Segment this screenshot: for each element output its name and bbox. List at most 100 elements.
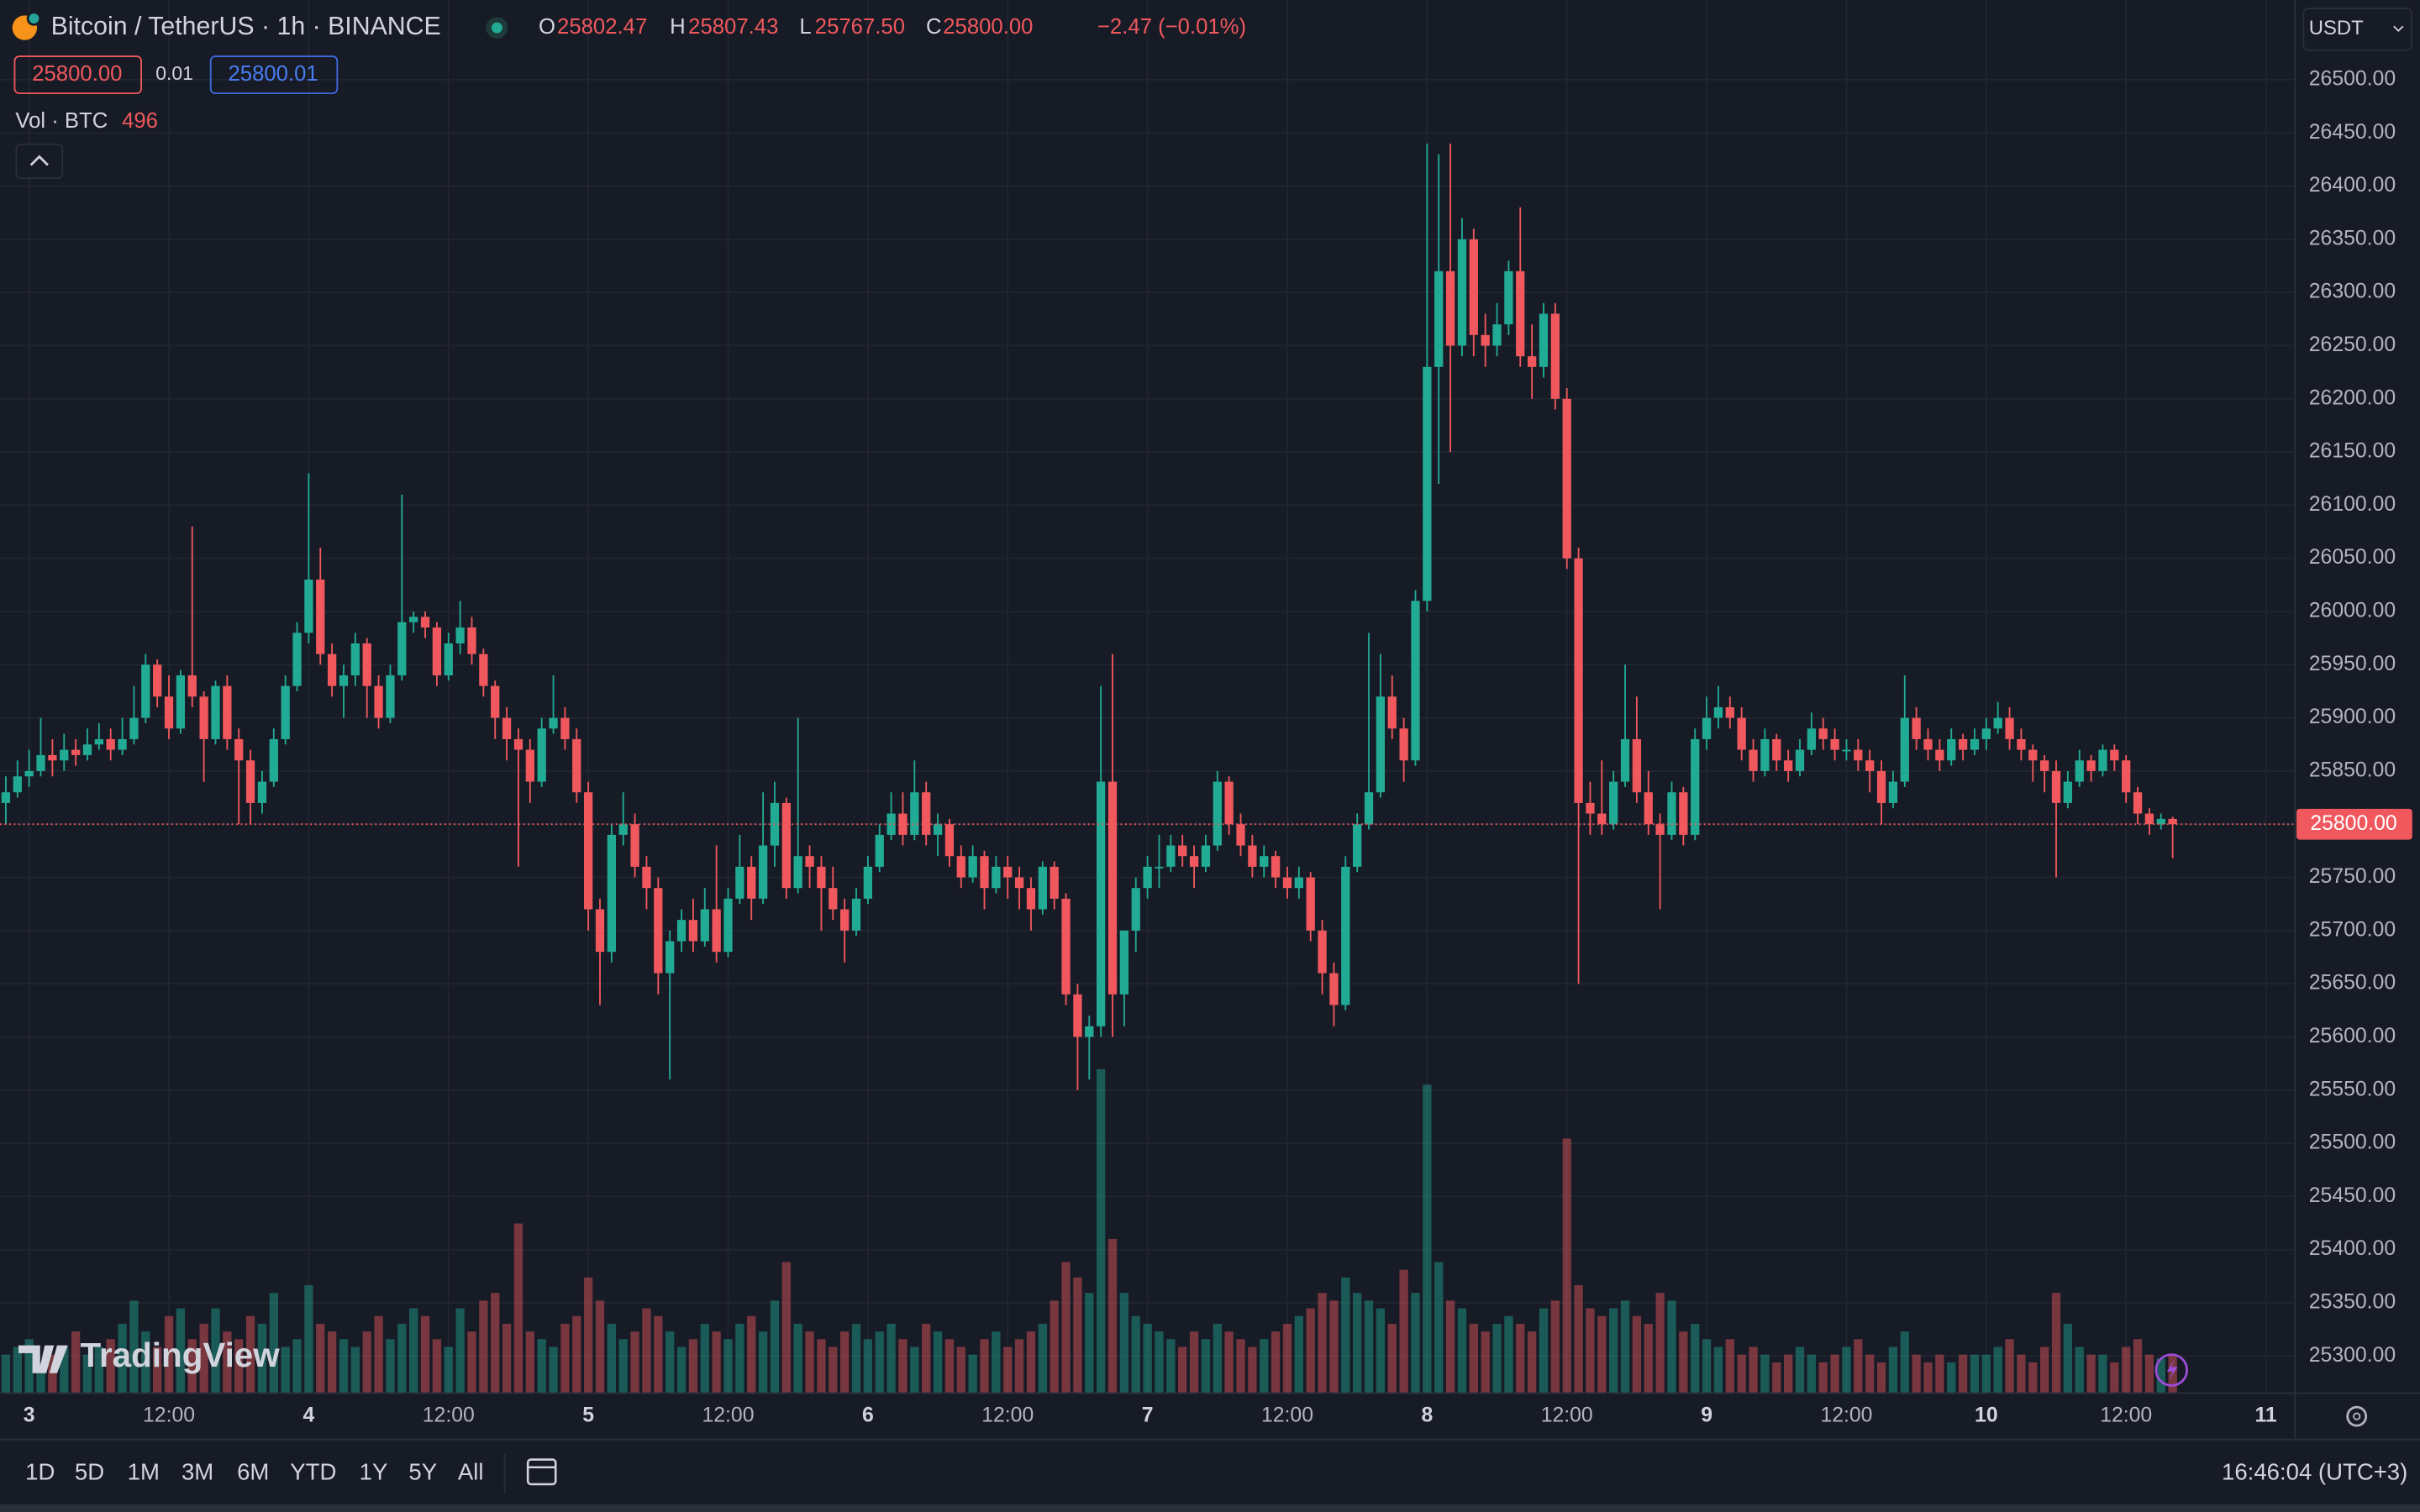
- volume-bar: [1189, 1331, 1199, 1394]
- candle-body: [1888, 781, 1898, 803]
- volume-bar: [1224, 1331, 1234, 1394]
- candle-body: [1516, 270, 1525, 357]
- x-tick-label: 10: [1975, 1404, 1998, 1427]
- volume-bar: [944, 1339, 955, 1394]
- candle-body: [1597, 813, 1607, 825]
- candle-body: [607, 834, 617, 953]
- buy-button[interactable]: [209, 55, 339, 95]
- volume-bar: [1713, 1347, 1723, 1394]
- volume-bar: [537, 1339, 546, 1394]
- volume-bar: [666, 1331, 675, 1394]
- currency-select[interactable]: [2302, 8, 2412, 51]
- range-button[interactable]: 1Y: [360, 1458, 388, 1484]
- candle-body: [1457, 239, 1467, 346]
- candle-body: [1224, 781, 1234, 825]
- candle-body: [1376, 696, 1386, 793]
- currency[interactable]: USDT: [2309, 17, 2364, 39]
- tether-icon: [26, 11, 42, 26]
- symbol-title: Bitcoin / TetherUS · 1h · BINANCE: [51, 13, 441, 40]
- y-tick-label: 26300.00: [2309, 281, 2396, 303]
- candle-body: [141, 664, 150, 718]
- volume-bar: [1527, 1331, 1537, 1394]
- candle-body: [1213, 781, 1222, 846]
- candle-body: [211, 685, 220, 739]
- y-tick-label: 26050.00: [2309, 546, 2396, 569]
- candle-body: [1655, 824, 1665, 835]
- x-tick-label: 12:00: [1820, 1404, 1872, 1427]
- volume-bar: [1306, 1308, 1315, 1394]
- volume-bar: [1550, 1300, 1560, 1394]
- candle-body: [898, 813, 908, 835]
- range-button[interactable]: 1M: [128, 1458, 160, 1484]
- volume-bar: [1026, 1331, 1036, 1394]
- ohlc-value: 25807.43: [688, 15, 778, 39]
- lightning-button[interactable]: [2154, 1353, 2189, 1387]
- range-button[interactable]: 5D: [75, 1458, 104, 1484]
- volume-bar: [1003, 1347, 1013, 1394]
- volume-bar: [1318, 1293, 1327, 1394]
- volume-bar: [793, 1323, 802, 1394]
- candle-body: [630, 824, 639, 867]
- y-tick-label: 25650.00: [2309, 972, 2396, 995]
- candle-body: [1155, 866, 1164, 869]
- volume-bar: [1014, 1339, 1024, 1394]
- candle-body: [1562, 398, 1571, 559]
- candle-body: [397, 622, 407, 675]
- candle-body: [1620, 738, 1630, 782]
- candle-body: [1667, 792, 1676, 835]
- volume-bar: [1131, 1315, 1140, 1394]
- candle-body: [572, 738, 581, 793]
- collapse-button[interactable]: [15, 143, 64, 180]
- y-tick-label: 26450.00: [2309, 121, 2396, 144]
- goto-date-button[interactable]: [526, 1458, 557, 1486]
- candle-body: [24, 770, 34, 777]
- volume-bar: [1562, 1138, 1571, 1394]
- settings-button[interactable]: [2346, 1405, 2368, 1427]
- volume-bar: [1050, 1300, 1059, 1394]
- candle-body: [1306, 877, 1315, 931]
- volume-bar: [642, 1308, 651, 1394]
- last-price-tag: [2296, 808, 2412, 840]
- volume-bar: [968, 1354, 977, 1394]
- volume-bar: [1270, 1331, 1281, 1394]
- range-button[interactable]: 3M: [182, 1458, 213, 1484]
- volume-bar: [60, 1347, 69, 1394]
- candle-body: [1632, 738, 1642, 793]
- sell-button[interactable]: [13, 55, 142, 95]
- range-button[interactable]: 1D: [25, 1458, 55, 1484]
- buy-price[interactable]: 25800.01: [228, 62, 318, 86]
- volume-bar: [82, 1354, 92, 1394]
- candle-body: [1923, 738, 1933, 750]
- candle-body: [1131, 888, 1140, 931]
- candle-body: [71, 749, 81, 755]
- volume-bar: [1469, 1323, 1478, 1394]
- candle-body: [2005, 717, 2014, 739]
- candle-body: [82, 744, 92, 755]
- range-button[interactable]: All: [458, 1458, 484, 1484]
- volume-bar: [1061, 1262, 1071, 1394]
- volume-bar: [1795, 1347, 1805, 1394]
- candle-body: [1399, 728, 1408, 761]
- candle-body: [1201, 845, 1211, 867]
- x-tick-label: 11: [2254, 1404, 2276, 1427]
- ohlc-key: C: [926, 15, 942, 39]
- volume-bar: [257, 1323, 267, 1394]
- range-button[interactable]: YTD: [290, 1458, 336, 1484]
- candle-body: [13, 776, 22, 793]
- volume-bar: [1341, 1277, 1350, 1394]
- volume-bar: [1376, 1308, 1386, 1394]
- volume-bar: [13, 1347, 22, 1394]
- candle-body: [1423, 366, 1432, 601]
- candle-body: [455, 627, 465, 643]
- range-button[interactable]: 6M: [237, 1458, 269, 1484]
- volume-bar: [1993, 1347, 2002, 1394]
- volume-bar: [1783, 1354, 1793, 1394]
- candle-body: [922, 792, 931, 835]
- candle-body: [1445, 270, 1455, 346]
- sell-price[interactable]: 25800.00: [32, 62, 122, 86]
- volume-bar: [106, 1339, 115, 1394]
- volume-bar: [1329, 1300, 1339, 1394]
- range-button[interactable]: 5Y: [408, 1458, 437, 1484]
- candle-body: [1282, 877, 1292, 889]
- candle-body: [1842, 749, 1851, 752]
